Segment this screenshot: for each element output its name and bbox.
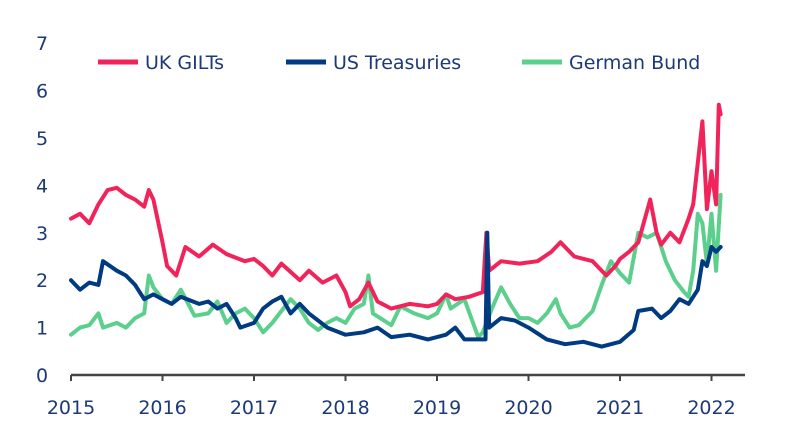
plot-area [69, 102, 723, 349]
legend-item: UK GILTs [98, 52, 224, 74]
y-tick-label: 7 [36, 33, 48, 55]
y-tick-label: 0 [36, 365, 48, 387]
legend-label: German Bund [569, 52, 700, 74]
x-tick-label: 2021 [596, 397, 644, 419]
legend-label: UK GILTs [145, 52, 224, 74]
y-tick-label: 5 [36, 128, 48, 150]
series-line-uk-gilts [69, 102, 723, 311]
y-tick-label: 1 [36, 318, 48, 340]
x-tick-label: 2019 [413, 397, 461, 419]
x-tick-label: 2016 [138, 397, 186, 419]
y-axis: 0 1 2 3 4 5 6 7 [36, 33, 48, 387]
x-tick-label: 2022 [687, 397, 735, 419]
y-tick-label: 6 [36, 81, 48, 103]
y-tick-label: 2 [36, 270, 48, 292]
legend-item: German Bund [522, 52, 700, 74]
x-tick-label: 2020 [504, 397, 552, 419]
x-tick-label: 2017 [230, 397, 278, 419]
x-tick-label: 2018 [321, 397, 369, 419]
x-axis: 2015 2016 2017 2018 2019 2020 2021 2022 [47, 373, 745, 419]
x-tick-label: 2015 [47, 397, 95, 419]
y-tick-label: 4 [36, 175, 48, 197]
legend-label: US Treasuries [333, 52, 461, 74]
series-line-us-treasuries [69, 230, 723, 349]
legend-item: US Treasuries [286, 52, 461, 74]
y-tick-label: 3 [36, 223, 48, 245]
legend: UK GILTs US Treasuries German Bund [98, 52, 700, 74]
